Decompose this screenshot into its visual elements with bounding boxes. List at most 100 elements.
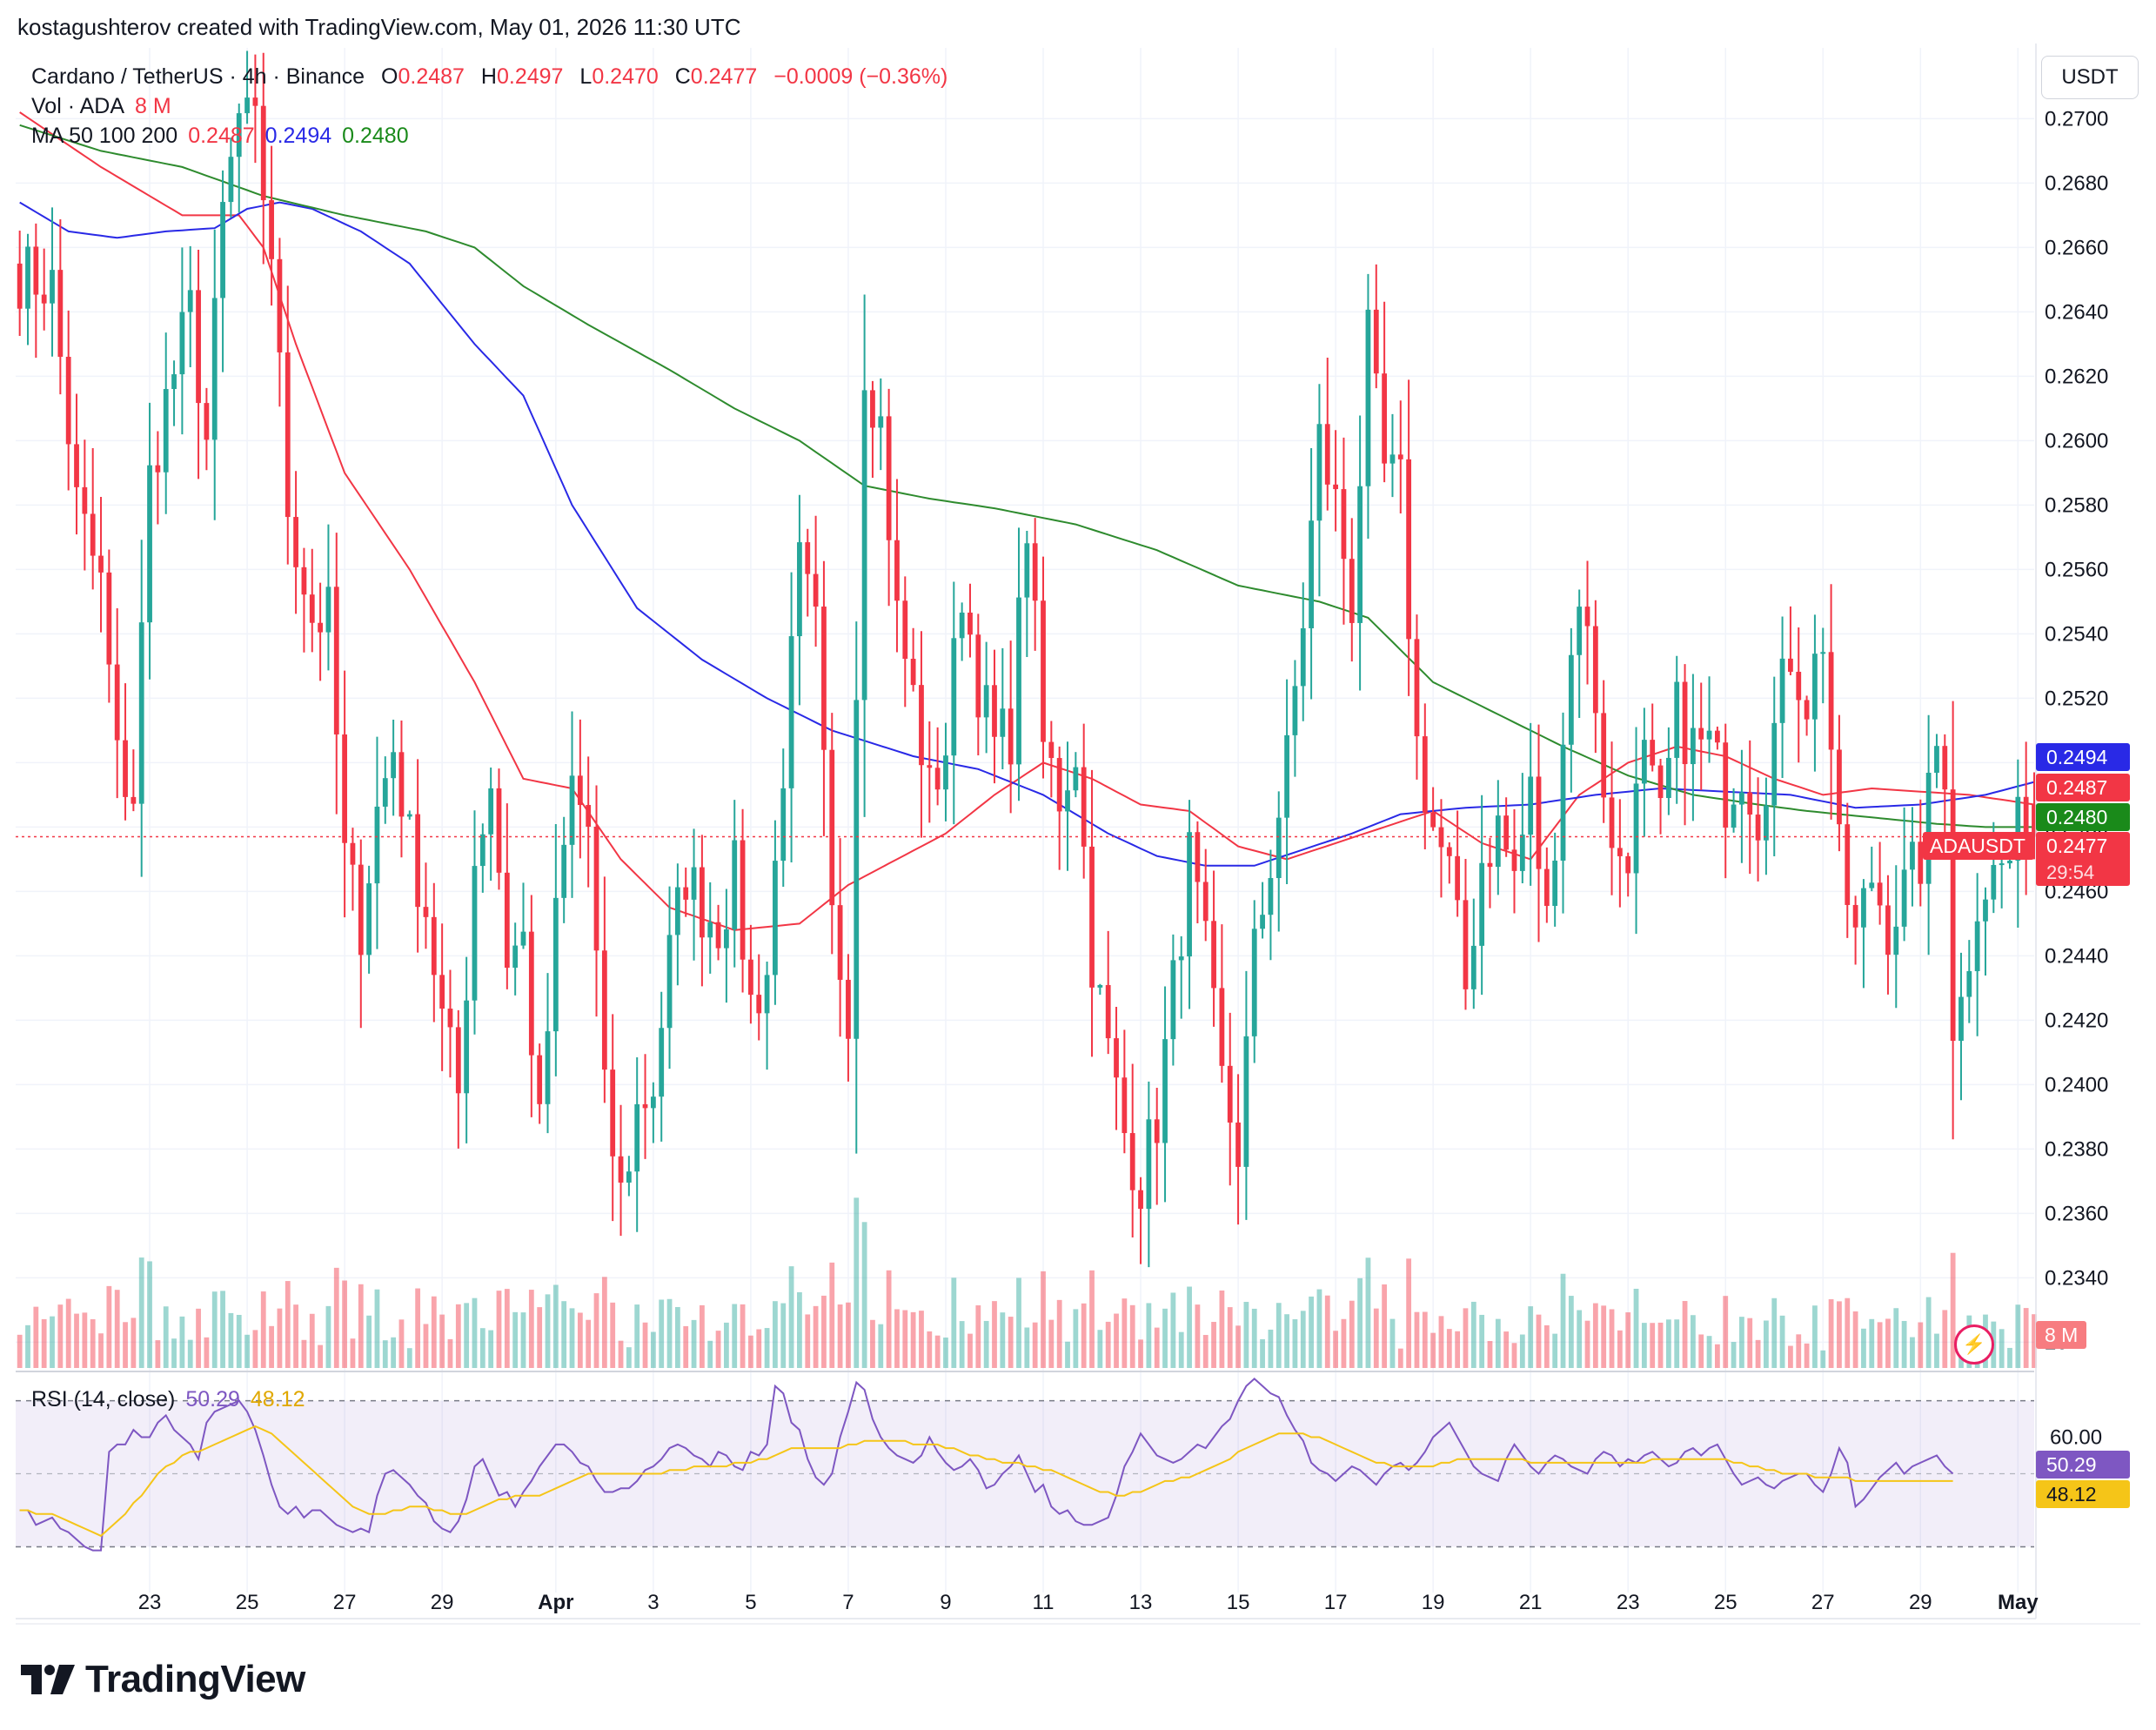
volume-bar [854, 1197, 860, 1368]
volume-bar [927, 1331, 933, 1368]
rsi-tick-label: 60.00 [2050, 1426, 2102, 1450]
volume-bar [1122, 1298, 1128, 1368]
volume-bar [1723, 1296, 1729, 1368]
candle-body [236, 113, 242, 158]
candle-body [464, 1000, 470, 1094]
candle-body [861, 390, 867, 701]
tradingview-logo-text: TradingView [85, 1658, 305, 1700]
candle-body [488, 788, 494, 835]
candle-body [366, 883, 372, 956]
candle-body [1934, 746, 1939, 774]
volume-bar [1300, 1311, 1306, 1368]
volume-bar [1617, 1330, 1623, 1368]
volume-bar [1389, 1318, 1396, 1368]
candle-body [886, 416, 892, 540]
volume-bar [569, 1308, 575, 1368]
volume-bar [439, 1314, 445, 1368]
volume-bar [1901, 1320, 1907, 1368]
volume-bar [537, 1307, 543, 1368]
volume-bar [943, 1338, 948, 1368]
candle-body [1333, 484, 1338, 490]
volume-legend[interactable]: Vol · ADA 8 M [31, 94, 171, 118]
volume-bar [447, 1338, 453, 1368]
price-tick-label: 0.2580 [2045, 493, 2108, 517]
time-tick-label: 25 [236, 1591, 259, 1614]
candle-body [472, 866, 478, 1001]
volume-bar [1455, 1331, 1461, 1368]
rsi-legend[interactable]: RSI (14, close) 50.29 48.12 [31, 1387, 305, 1411]
volume-bar [1170, 1292, 1176, 1368]
time-tick-label: 21 [1519, 1591, 1543, 1614]
volume-bar [1146, 1303, 1152, 1368]
volume-bar [724, 1322, 729, 1368]
candle-body [155, 465, 161, 473]
volume-bar [1682, 1301, 1688, 1368]
volume-bar [1918, 1322, 1924, 1368]
last-price-tag [2036, 832, 2130, 886]
ma-legend[interactable]: MA 50 100 200 0.2487 0.2494 0.2480 [31, 124, 409, 148]
price-tag-value: 0.2480 [2046, 806, 2107, 828]
candle-body [715, 922, 721, 949]
time-tick-label: 9 [940, 1591, 951, 1614]
price-tick-label: 0.2340 [2045, 1266, 2108, 1290]
symbol-name[interactable]: Cardano / TetherUS · 4h · Binance [31, 64, 365, 89]
volume-bar [98, 1333, 104, 1368]
volume-bar [593, 1293, 599, 1368]
candle-body [992, 685, 997, 737]
grid-lines [16, 48, 2034, 1593]
candle-body [1861, 888, 1866, 928]
candle-body [910, 659, 916, 686]
candle-body [537, 1055, 543, 1104]
candle-body [1796, 671, 1802, 701]
volume-bar [1438, 1316, 1444, 1368]
volume-bar [1601, 1305, 1607, 1368]
price-tick-label: 0.2620 [2045, 365, 2108, 388]
volume-bar [983, 1320, 989, 1368]
candle-body [1519, 835, 1525, 871]
candle-body [1000, 708, 1006, 737]
candle-body [1463, 900, 1469, 989]
candle-body [1178, 956, 1184, 961]
price-tag [2036, 743, 2130, 771]
volume-bar [211, 1291, 218, 1368]
price-tick-label: 0.2520 [2045, 687, 2108, 710]
volume-bar [350, 1338, 356, 1368]
volume-bar [1268, 1329, 1274, 1368]
candle-body [569, 775, 575, 845]
candle-body [318, 622, 323, 633]
volume-bar [1446, 1329, 1452, 1368]
volume-bar [634, 1304, 640, 1368]
candle-body [179, 312, 185, 375]
volume-bar [512, 1311, 519, 1368]
candle-body [309, 594, 315, 623]
volume-bar [1276, 1303, 1282, 1368]
volume-bar [773, 1301, 778, 1368]
volume-bar [861, 1222, 867, 1368]
volume-bar [1333, 1331, 1338, 1368]
candle-body [114, 664, 120, 741]
candle-body [1455, 855, 1461, 901]
currency-button[interactable]: USDT [2041, 56, 2139, 99]
candle-body [2007, 860, 2012, 864]
volume-bar [1430, 1332, 1436, 1368]
volume-bar [699, 1304, 705, 1368]
volume-bar [1470, 1301, 1476, 1368]
volume-bar [1577, 1310, 1583, 1368]
candle-body [1698, 728, 1704, 740]
replay-icon[interactable]: ⚡ [1954, 1324, 1994, 1365]
volume-bar [1357, 1277, 1363, 1368]
volume-bar [975, 1305, 981, 1368]
price-tick-label: 0.2420 [2045, 1009, 2108, 1032]
candle-body [1268, 877, 1274, 915]
volume-bar [780, 1303, 787, 1368]
volume-tag [2036, 1321, 2086, 1349]
volume-bar [894, 1309, 900, 1368]
candle-body [1543, 868, 1550, 906]
candle-body [1690, 728, 1696, 765]
candle-body [968, 612, 973, 635]
candle-body [90, 513, 96, 556]
tradingview-logo[interactable]: TradingView [21, 1658, 305, 1701]
candle-body [1341, 489, 1347, 560]
time-tick-label: 15 [1227, 1591, 1250, 1614]
volume-bar [1812, 1305, 1818, 1368]
